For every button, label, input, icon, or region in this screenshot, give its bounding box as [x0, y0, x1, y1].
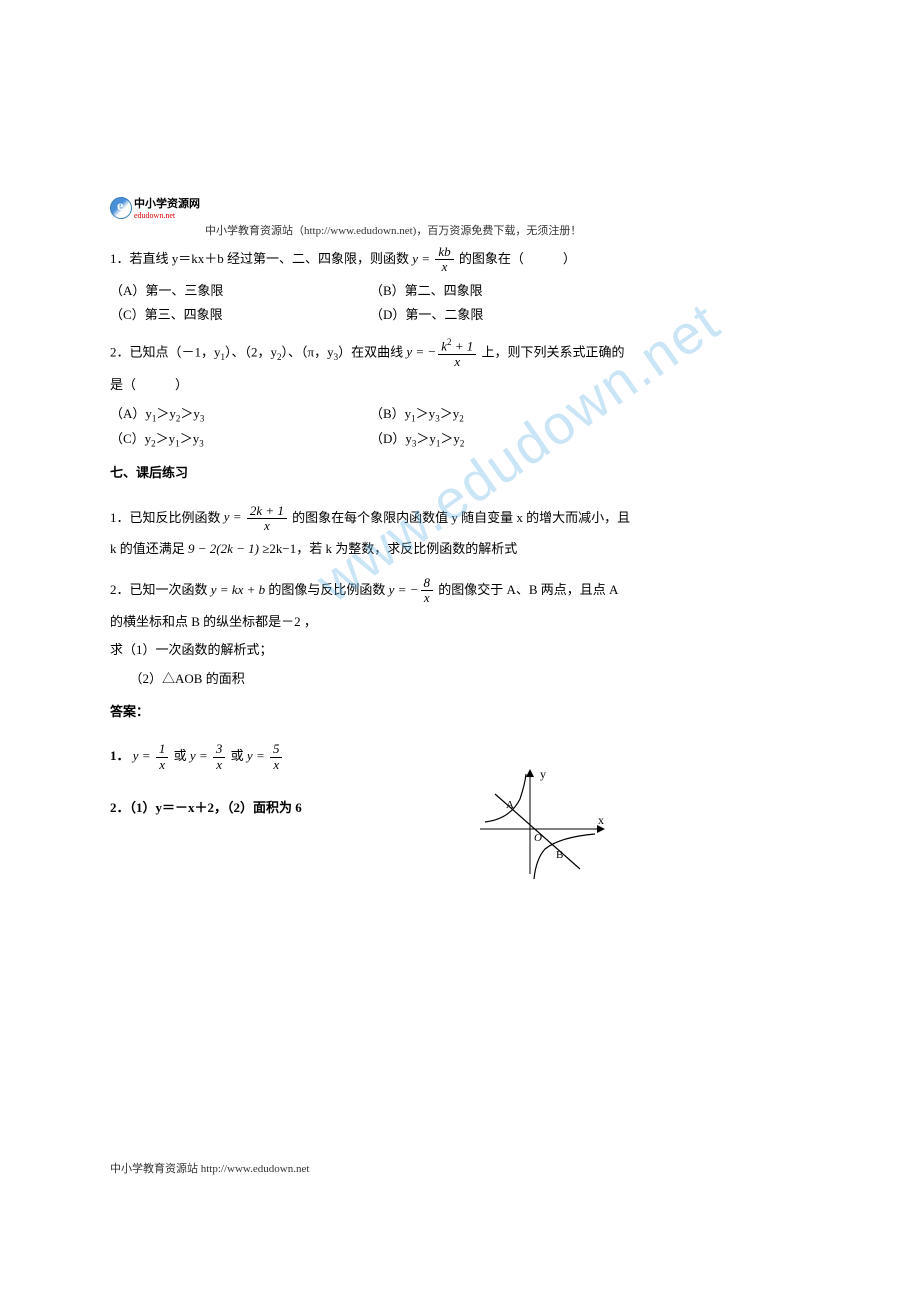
q2-line2: 是（ ） [110, 373, 740, 398]
answers-label: 答案： [110, 700, 740, 725]
q1-option-b: （B）第二、四象限 [370, 279, 740, 304]
q1-option-c: （C）第三、四象限 [110, 303, 370, 328]
origin-label: O [534, 832, 542, 844]
main-content: 1．若直线 y＝kx＋b 经过第一、二、四象限，则函数 y = kbx 的图象在… [110, 245, 740, 825]
practice-2-sub1: 求（1）一次函数的解析式； [110, 638, 740, 663]
q1-option-a: （A）第一、三象限 [110, 279, 370, 304]
q1-text: 1．若直线 y＝kx＋b 经过第一、二、四象限，则函数 [110, 251, 409, 266]
point-b-label: B [556, 849, 563, 861]
coordinate-graph: y x O A B [470, 764, 610, 888]
q2-options-row1: （A）y1＞y2＞y3 （B）y1＞y3＞y2 [110, 402, 740, 428]
q1-options-row1: （A）第一、三象限 （B）第二、四象限 [110, 279, 740, 304]
p2-linear: y = kx + b [211, 582, 265, 597]
logo-subtitle: edudown.net [134, 211, 200, 220]
section-7-title: 七、课后练习 [110, 461, 740, 486]
q1-options-row2: （C）第三、四象限 （D）第一、二象限 [110, 303, 740, 328]
graph-svg: y x O A B [470, 764, 610, 884]
q1-option-d: （D）第一、二象限 [370, 303, 740, 328]
page-footer: 中小学教育资源站 http://www.edudown.net [110, 1160, 309, 1176]
practice-2-sub2: （2）△AOB 的面积 [110, 667, 740, 692]
logo-title: 中小学资源网 [134, 195, 200, 211]
p1-formula: y = 2k + 1x [224, 509, 292, 524]
question-1: 1．若直线 y＝kx＋b 经过第一、二、四象限，则函数 y = kbx 的图象在… [110, 245, 740, 275]
q2-formula: y = −k2 + 1x [406, 344, 481, 359]
point-a-label: A [506, 799, 514, 811]
practice-2: 2．已知一次函数 y = kx + b 的图像与反比例函数 y = −8x 的图… [110, 576, 740, 606]
document-page: www.edudown.net 中小学资源网 edudown.net 中小学教育… [0, 0, 920, 1302]
q1-suffix: 的图象在（ ） [459, 251, 576, 266]
q2-options-row2: （C）y2＞y1＞y3 （D）y3＞y1＞y2 [110, 427, 740, 453]
practice-2-line2: 的横坐标和点 B 的纵坐标都是－2 ， [110, 610, 740, 635]
q2-option-a: （A）y1＞y2＞y3 [110, 402, 370, 428]
axis-y-label: y [540, 767, 546, 781]
question-2: 2．已知点（－1，y1）、（2，y2）、（π，y3）在双曲线 y = −k2 +… [110, 338, 740, 369]
practice-1-line2: k 的值还满足 9 − 2(2k − 1) ≥2k−1，若 k 为整数，求反比例… [110, 537, 740, 562]
q2-option-d: （D）y3＞y1＞y2 [370, 427, 740, 453]
axis-x-label: x [598, 813, 604, 827]
header-banner: 中小学教育资源站（http://www.edudown.net)，百万资源免费下… [205, 222, 581, 238]
globe-icon [110, 197, 132, 219]
answer-1: 1． y = 1x 或 y = 3x 或 y = 5x [110, 742, 740, 772]
q1-formula: y = kbx [412, 251, 459, 266]
q2-option-c: （C）y2＞y1＞y3 [110, 427, 370, 453]
practice-1: 1．已知反比例函数 y = 2k + 1x 的图象在每个象限内函数值 y 随自变… [110, 504, 740, 534]
site-logo: 中小学资源网 edudown.net [110, 195, 200, 220]
p2-recip: y = −8x [389, 582, 439, 597]
answer-2: 2．（1）y＝－x＋2，（2）面积为 6 [110, 796, 740, 821]
q2-option-b: （B）y1＞y3＞y2 [370, 402, 740, 428]
